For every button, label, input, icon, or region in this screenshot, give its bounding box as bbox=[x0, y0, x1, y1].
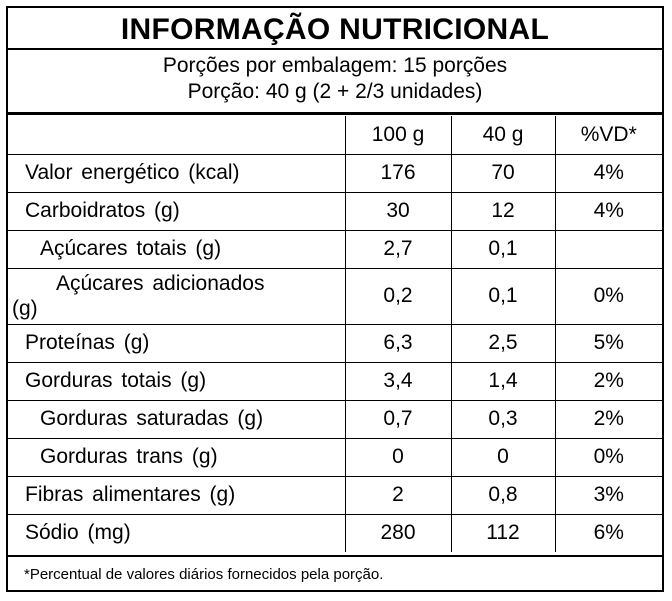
divider bbox=[8, 555, 662, 557]
value-dv: 0% bbox=[554, 437, 662, 477]
value-dv: 2% bbox=[554, 361, 662, 401]
value-serving: 0,1 bbox=[450, 267, 556, 325]
nutrient-name: Açúcares adicionados (g) bbox=[8, 267, 346, 325]
table-row: Proteínas (g) 6,3 2,5 5% bbox=[8, 323, 662, 363]
nutrient-name: Gorduras saturadas (g) bbox=[8, 399, 346, 439]
value-100g: 176 bbox=[344, 153, 452, 193]
nutrient-name-line1: Açúcares adicionados bbox=[56, 272, 265, 295]
nutrient-name: Proteínas (g) bbox=[8, 323, 346, 363]
divider bbox=[8, 112, 662, 115]
table-row: Sódio (mg) 280 112 6% bbox=[8, 513, 662, 552]
table-row: Valor energético (kcal) 176 70 4% bbox=[8, 153, 662, 193]
label-title: INFORMAÇÃO NUTRICIONAL bbox=[120, 13, 550, 46]
nutrient-name-line2: (g) bbox=[12, 297, 38, 320]
value-dv: 4% bbox=[554, 191, 662, 231]
table-row: Fibras alimentares (g) 2 0,8 3% bbox=[8, 475, 662, 515]
value-serving: 0,8 bbox=[450, 475, 556, 515]
value-100g: 280 bbox=[344, 513, 452, 552]
table-row: Gorduras saturadas (g) 0,7 0,3 2% bbox=[8, 399, 662, 439]
nutrient-name: Carboidratos (g) bbox=[8, 191, 346, 231]
nutrient-name: Sódio (mg) bbox=[8, 513, 346, 552]
value-serving: 0 bbox=[450, 437, 556, 477]
value-serving: 0,3 bbox=[450, 399, 556, 439]
table-header-row: 100 g 40 g %VD* bbox=[8, 116, 662, 155]
header-100g: 100 g bbox=[344, 116, 452, 155]
value-100g: 6,3 bbox=[344, 323, 452, 363]
serving-size: Porção: 40 g (2 + 2/3 unidades) bbox=[187, 80, 483, 103]
value-100g: 2 bbox=[344, 475, 452, 515]
nutrient-name: Valor energético (kcal) bbox=[8, 153, 346, 193]
servings-per-package: Porções por embalagem: 15 porções bbox=[162, 54, 508, 77]
value-serving: 0,1 bbox=[450, 229, 556, 269]
nutrient-name: Gorduras totais (g) bbox=[8, 361, 346, 401]
value-serving: 112 bbox=[450, 513, 556, 552]
value-dv: 0% bbox=[554, 267, 662, 325]
table-row: Carboidratos (g) 30 12 4% bbox=[8, 191, 662, 231]
value-serving: 12 bbox=[450, 191, 556, 231]
nutrition-label: INFORMAÇÃO NUTRICIONAL Porções por embal… bbox=[6, 6, 664, 592]
value-dv: 3% bbox=[554, 475, 662, 515]
value-dv bbox=[554, 229, 662, 269]
nutrition-table: 100 g 40 g %VD* Valor energético (kcal) … bbox=[8, 116, 662, 552]
value-dv: 2% bbox=[554, 399, 662, 439]
value-serving: 1,4 bbox=[450, 361, 556, 401]
table-row: Açúcares adicionados (g) 0,2 0,1 0% bbox=[8, 267, 662, 325]
header-dv: %VD* bbox=[554, 116, 662, 155]
table-row: Açúcares totais (g) 2,7 0,1 bbox=[8, 229, 662, 269]
header-serving: 40 g bbox=[450, 116, 556, 155]
value-100g: 30 bbox=[344, 191, 452, 231]
nutrient-name: Fibras alimentares (g) bbox=[8, 475, 346, 515]
header-nutrient bbox=[8, 116, 346, 155]
nutrient-name: Açúcares totais (g) bbox=[8, 229, 346, 269]
value-serving: 70 bbox=[450, 153, 556, 193]
table-row: Gorduras totais (g) 3,4 1,4 2% bbox=[8, 361, 662, 401]
value-100g: 3,4 bbox=[344, 361, 452, 401]
value-100g: 0 bbox=[344, 437, 452, 477]
value-100g: 2,7 bbox=[344, 229, 452, 269]
value-dv: 6% bbox=[554, 513, 662, 552]
footnote: *Percentual de valores diários fornecido… bbox=[24, 566, 384, 583]
value-100g: 0,7 bbox=[344, 399, 452, 439]
value-100g: 0,2 bbox=[344, 267, 452, 325]
divider bbox=[8, 48, 662, 50]
value-dv: 5% bbox=[554, 323, 662, 363]
value-serving: 2,5 bbox=[450, 323, 556, 363]
nutrient-name: Gorduras trans (g) bbox=[8, 437, 346, 477]
value-dv: 4% bbox=[554, 153, 662, 193]
table-row: Gorduras trans (g) 0 0 0% bbox=[8, 437, 662, 477]
